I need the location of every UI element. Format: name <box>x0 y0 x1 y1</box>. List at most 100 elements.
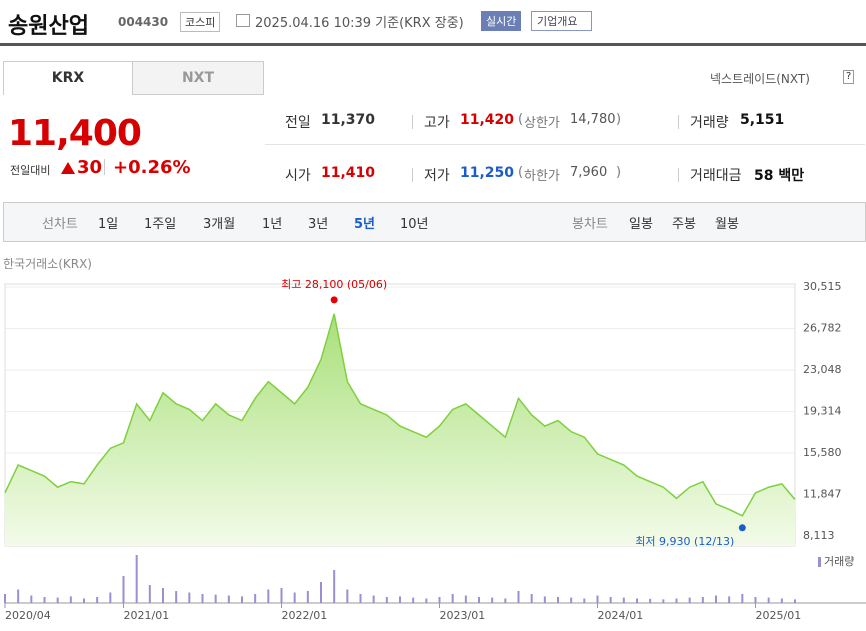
volume-bar <box>767 597 770 603</box>
x-tick-label: 2024/01 <box>598 609 644 622</box>
volume-bar <box>412 597 415 603</box>
stat-divider <box>678 115 679 129</box>
rate: +0.26% <box>113 157 191 178</box>
change: 30 <box>77 157 103 178</box>
volume-bar <box>649 598 652 603</box>
volume-bar <box>359 594 362 603</box>
volume-bar <box>438 597 441 603</box>
volume-bar <box>4 594 6 603</box>
y-tick-label: 19,314 <box>803 405 842 418</box>
volume-bar <box>306 591 309 603</box>
stat-label: 저가 <box>424 168 450 184</box>
realtime-badge[interactable]: 실시간 <box>481 11 522 31</box>
volume-bar <box>267 589 270 603</box>
stat-label: 전일 <box>285 115 311 131</box>
period[interactable]: 10년 <box>400 217 429 232</box>
volume-bar <box>583 598 586 603</box>
period[interactable]: 1주일 <box>144 217 177 232</box>
volume-bar <box>254 594 257 603</box>
annotation: 최저 9,930 (12/13) <box>635 535 734 548</box>
calendar-icon <box>236 14 250 27</box>
extreme-point <box>330 296 338 304</box>
volume-bar <box>385 597 388 603</box>
stat-value: 11,420 <box>460 112 515 128</box>
paren: ) <box>616 112 622 127</box>
stat-label: 거래량 <box>690 115 729 131</box>
period[interactable]: 3년 <box>308 217 329 232</box>
volume-bar <box>372 595 375 603</box>
period[interactable]: 1년 <box>262 217 283 232</box>
stat-value: 5,151 <box>740 112 785 128</box>
period[interactable]: 3개월 <box>203 217 236 232</box>
volume-bar <box>333 570 336 603</box>
annotation: 최고 28,100 (05/06) <box>281 278 387 291</box>
volume-bar <box>543 596 546 603</box>
nxt-link[interactable]: 넥스트레이드(NXT) <box>710 72 810 86</box>
volume-bar <box>346 589 349 603</box>
volume-bar <box>83 598 85 603</box>
volume-bar <box>148 585 151 603</box>
stat-extra: 7,960 <box>570 165 608 180</box>
candle[interactable]: 주봉 <box>672 217 696 232</box>
volume-bar <box>214 594 217 603</box>
stat-extra-label: 하한가 <box>524 169 560 184</box>
volume-bar <box>517 591 520 603</box>
stat-extra-label: 상한가 <box>524 116 560 131</box>
stat-label: 거래대금 <box>690 168 742 184</box>
candle[interactable]: 일봉 <box>629 217 653 232</box>
volume-bar <box>530 594 533 603</box>
x-tick-label: 2020/04 <box>5 609 51 622</box>
volume-bar <box>43 597 46 603</box>
help[interactable]: ? <box>843 70 855 84</box>
volume-bar <box>109 592 112 603</box>
market-badge: 코스피 <box>180 12 221 32</box>
volume-bar <box>622 597 625 603</box>
volume-bar <box>241 596 243 603</box>
current-price: 11,400 <box>8 113 142 154</box>
volume-bar <box>56 597 59 603</box>
volume-bar <box>175 591 178 603</box>
volume-legend-swatch <box>818 557 821 567</box>
x-tick-label: 2021/01 <box>124 609 170 622</box>
volume-bar <box>728 596 731 603</box>
volume-legend: 거래량 <box>824 555 854 568</box>
volume-bar <box>636 598 638 603</box>
stat-label: 고가 <box>424 115 450 131</box>
volume-bar <box>741 594 744 603</box>
company-button[interactable]: 기업개요 <box>531 11 593 31</box>
volume-bar <box>320 582 322 603</box>
stat-value: 11,410 <box>321 165 376 181</box>
period-label: 봉차트 <box>572 217 608 232</box>
extreme-point <box>738 524 746 532</box>
x-tick-label: 2025/01 <box>756 609 802 622</box>
period[interactable]: 5년 <box>354 217 376 232</box>
stat-divider <box>678 168 679 182</box>
stat-divider <box>412 115 413 129</box>
area <box>5 313 795 546</box>
volume-bar <box>188 592 191 603</box>
y-tick-label: 15,580 <box>803 446 842 459</box>
period-bar <box>3 202 866 242</box>
volume-bar <box>478 597 480 603</box>
volume-bar <box>662 599 665 603</box>
volume-bar <box>69 596 72 603</box>
volume-bar <box>794 599 796 603</box>
volume-bar <box>688 597 691 603</box>
period[interactable]: 1일 <box>98 217 119 232</box>
tab[interactable]: NXT <box>132 61 264 95</box>
exchange: 한국거래소(KRX) <box>3 257 92 271</box>
change-label: 전일대비 <box>10 164 51 177</box>
volume-bar <box>227 595 230 603</box>
paren: ( <box>518 112 524 127</box>
volume-bar <box>570 597 573 603</box>
candle[interactable]: 월봉 <box>715 217 739 232</box>
tab[interactable]: KRX <box>3 61 133 95</box>
volume-bar <box>596 595 599 603</box>
x-tick-label: 2023/01 <box>440 609 486 622</box>
volume-bar <box>162 588 164 603</box>
stat-value: 58 백만 <box>754 168 805 184</box>
period-label: 선차트 <box>42 217 78 232</box>
divider <box>104 159 105 175</box>
volume-bar <box>464 595 467 603</box>
